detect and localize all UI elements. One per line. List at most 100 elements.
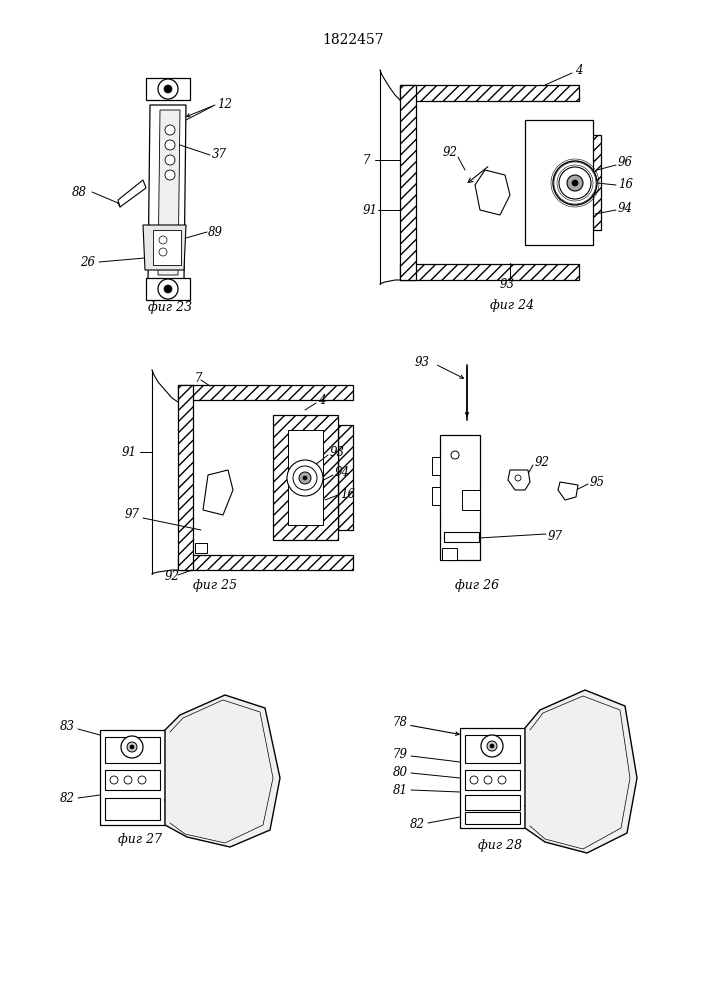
Bar xyxy=(465,735,520,763)
Bar xyxy=(105,737,160,763)
Text: 96: 96 xyxy=(618,155,633,168)
Text: фиг 26: фиг 26 xyxy=(455,578,499,591)
Bar xyxy=(465,770,520,790)
Circle shape xyxy=(567,175,583,191)
Text: 81: 81 xyxy=(393,784,408,796)
Circle shape xyxy=(165,140,175,150)
Circle shape xyxy=(559,167,591,199)
Bar xyxy=(400,264,579,280)
Polygon shape xyxy=(158,110,180,275)
Polygon shape xyxy=(118,180,146,207)
Bar xyxy=(178,385,353,400)
Text: 91: 91 xyxy=(122,446,137,458)
Bar xyxy=(432,487,440,505)
Circle shape xyxy=(487,741,497,751)
Text: 7: 7 xyxy=(195,371,202,384)
Text: 82: 82 xyxy=(60,792,75,804)
Polygon shape xyxy=(203,470,233,515)
Circle shape xyxy=(498,776,506,784)
Bar xyxy=(338,425,353,530)
Bar xyxy=(288,430,323,525)
Circle shape xyxy=(138,776,146,784)
Circle shape xyxy=(303,476,307,480)
Circle shape xyxy=(127,742,137,752)
Text: 80: 80 xyxy=(393,766,408,778)
Circle shape xyxy=(124,776,132,784)
Bar xyxy=(432,457,440,475)
Circle shape xyxy=(572,180,578,186)
Circle shape xyxy=(481,735,503,757)
Circle shape xyxy=(553,161,597,205)
Polygon shape xyxy=(525,690,637,853)
Text: 83: 83 xyxy=(60,720,75,734)
Bar xyxy=(400,85,579,101)
Circle shape xyxy=(158,79,178,99)
Circle shape xyxy=(130,745,134,749)
Circle shape xyxy=(165,170,175,180)
Bar xyxy=(178,385,193,570)
Bar xyxy=(462,490,480,510)
Text: фиг 23: фиг 23 xyxy=(148,300,192,314)
Circle shape xyxy=(470,776,478,784)
Bar xyxy=(577,135,601,230)
Bar xyxy=(153,230,181,265)
Bar xyxy=(525,120,593,245)
Circle shape xyxy=(293,466,317,490)
Text: 88: 88 xyxy=(72,186,87,198)
Bar xyxy=(440,435,480,560)
Circle shape xyxy=(121,736,143,758)
Circle shape xyxy=(165,125,175,135)
Circle shape xyxy=(484,776,492,784)
Text: 93: 93 xyxy=(415,356,430,368)
Text: 1822457: 1822457 xyxy=(322,33,384,47)
Bar xyxy=(442,548,457,560)
Polygon shape xyxy=(165,695,280,847)
Text: 26: 26 xyxy=(80,255,95,268)
Polygon shape xyxy=(508,470,530,490)
Bar xyxy=(100,730,165,825)
Circle shape xyxy=(164,85,172,93)
Polygon shape xyxy=(148,105,186,280)
Text: 94: 94 xyxy=(335,466,350,480)
Text: 93: 93 xyxy=(500,278,515,292)
Text: 92: 92 xyxy=(443,145,458,158)
Bar xyxy=(146,278,190,300)
Text: фиг 27: фиг 27 xyxy=(118,834,162,846)
Bar xyxy=(465,795,520,810)
Text: фиг 28: фиг 28 xyxy=(478,838,522,852)
Circle shape xyxy=(159,248,167,256)
Text: фиг 24: фиг 24 xyxy=(490,298,534,312)
Bar xyxy=(444,532,479,542)
Circle shape xyxy=(515,475,521,481)
Text: 4: 4 xyxy=(318,393,325,406)
Circle shape xyxy=(451,451,459,459)
Circle shape xyxy=(159,236,167,244)
Circle shape xyxy=(165,155,175,165)
Bar xyxy=(105,798,160,820)
Bar xyxy=(565,801,579,811)
Bar xyxy=(273,415,338,540)
Bar xyxy=(465,812,520,824)
Circle shape xyxy=(198,545,204,551)
Circle shape xyxy=(158,279,178,299)
Text: 93: 93 xyxy=(330,446,345,458)
Text: 79: 79 xyxy=(393,748,408,762)
Text: 16: 16 xyxy=(618,178,633,192)
Polygon shape xyxy=(558,482,578,500)
Bar xyxy=(105,770,160,790)
Text: 37: 37 xyxy=(212,148,227,161)
Text: 82: 82 xyxy=(410,818,425,832)
Text: 7: 7 xyxy=(363,153,370,166)
Circle shape xyxy=(110,776,118,784)
Text: 4: 4 xyxy=(575,64,583,77)
Text: 92: 92 xyxy=(165,570,180,584)
Text: 12: 12 xyxy=(217,99,232,111)
Circle shape xyxy=(299,472,311,484)
Text: 89: 89 xyxy=(208,226,223,238)
Text: 97: 97 xyxy=(125,508,140,522)
Polygon shape xyxy=(143,225,186,270)
Text: 92: 92 xyxy=(535,456,550,468)
Circle shape xyxy=(287,460,323,496)
Bar xyxy=(205,795,219,805)
Text: 78: 78 xyxy=(393,716,408,728)
